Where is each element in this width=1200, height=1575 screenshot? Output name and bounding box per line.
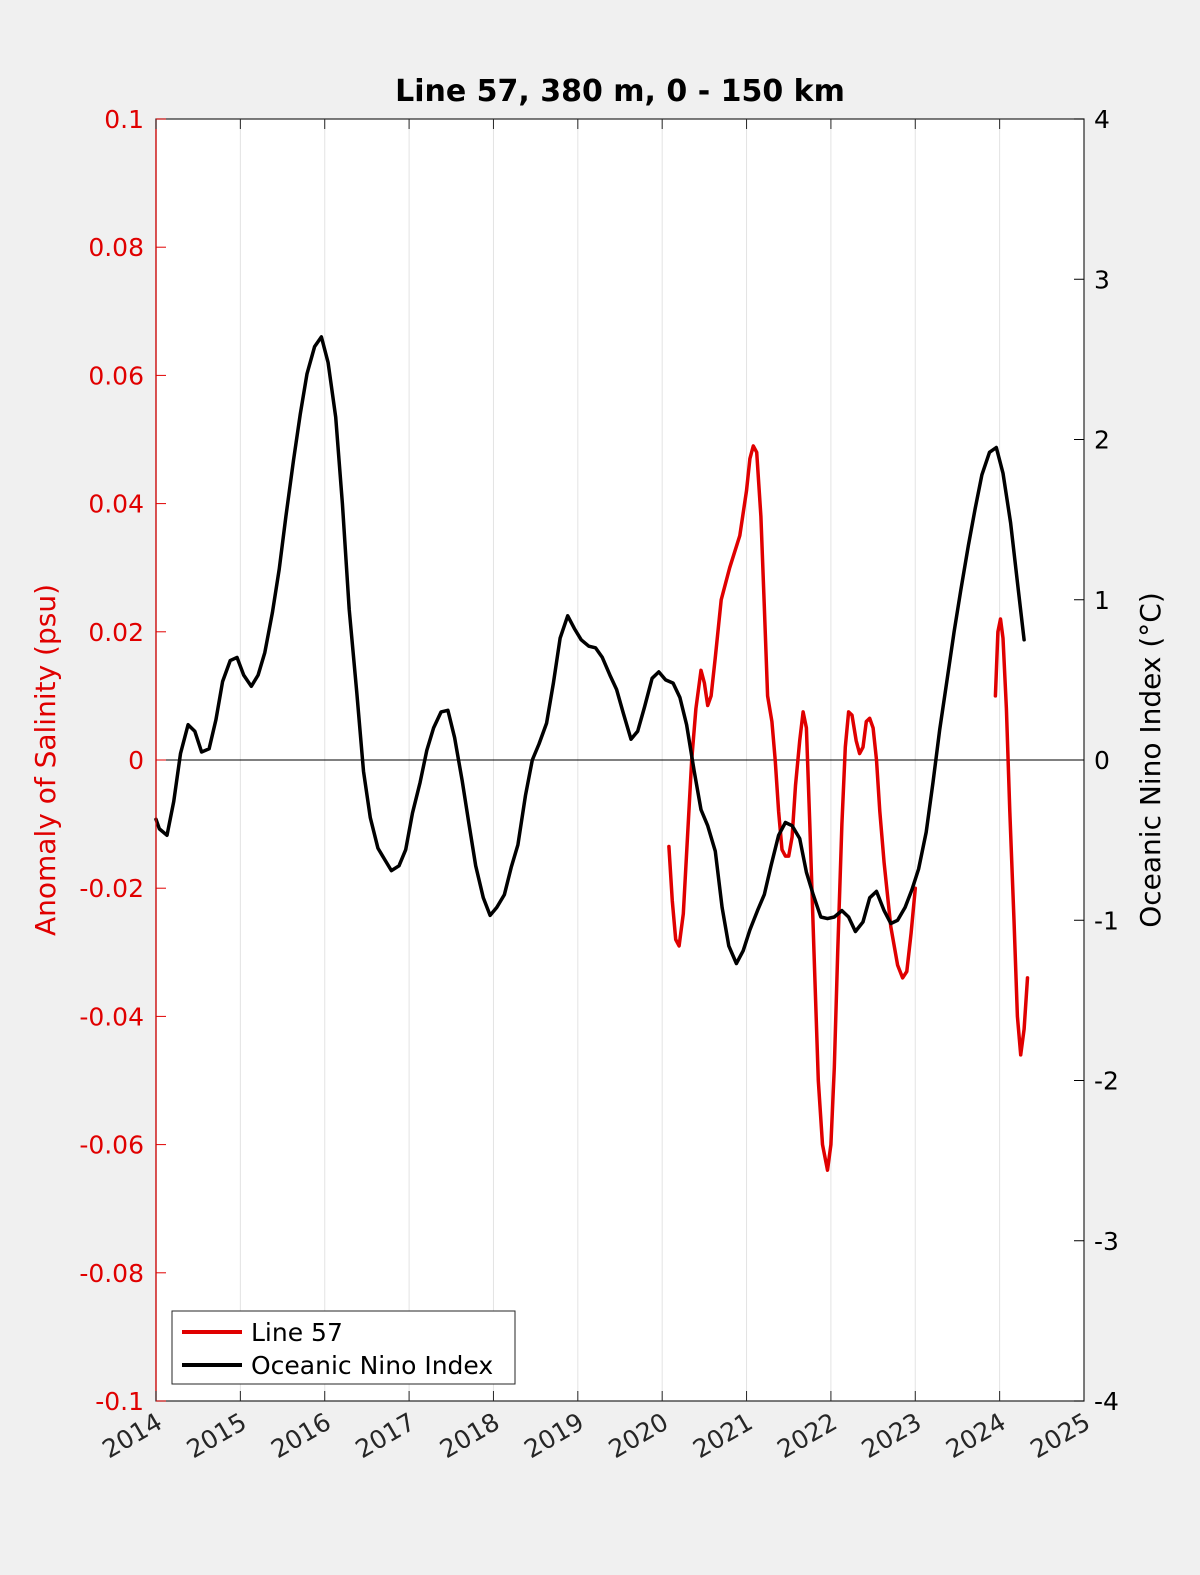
legend: Line 57 Oceanic Nino Index bbox=[171, 1310, 516, 1385]
y-left-ticks: 0.1 0.08 0.06 0.04 0.02 0 -0.02 -0.04 -0.06 -0.08… bbox=[79, 105, 166, 1416]
y-left-tick-label: 0.1 bbox=[104, 105, 144, 134]
y-right-tick-label: 0 bbox=[1094, 746, 1110, 775]
y-right-tick-label: -3 bbox=[1094, 1227, 1119, 1256]
legend-box bbox=[171, 1310, 516, 1385]
y-left-tick-label: -0.04 bbox=[79, 1002, 144, 1031]
series-line-57 bbox=[993, 617, 1030, 1057]
y-right-tick-label: 4 bbox=[1094, 105, 1110, 134]
y-left-tick-label: -0.1 bbox=[95, 1387, 144, 1416]
y-right-tick-label: 1 bbox=[1094, 586, 1110, 615]
y-right-tick-label: 3 bbox=[1094, 265, 1110, 294]
legend-label-oni: Oceanic Nino Index bbox=[251, 1351, 493, 1380]
y-left-tick-label: -0.08 bbox=[79, 1259, 144, 1288]
series-oceanic-nino-index bbox=[154, 335, 1026, 966]
y-axis-left-label: Anomaly of Salinity (psu) bbox=[29, 584, 62, 936]
legend-label-line-57: Line 57 bbox=[251, 1318, 343, 1347]
y-left-tick-label: 0 bbox=[128, 746, 144, 775]
y-right-tick-label: 2 bbox=[1094, 426, 1110, 455]
y-left-tick-label: 0.06 bbox=[88, 361, 144, 390]
y-right-tick-label: -2 bbox=[1094, 1067, 1119, 1096]
y-left-tick-label: 0.02 bbox=[88, 618, 144, 647]
y-left-tick-label: 0.04 bbox=[88, 490, 144, 519]
series-layer bbox=[154, 335, 1030, 1172]
series-line-57 bbox=[667, 444, 918, 1172]
y-axis-right-label: Oceanic Nino Index (°C) bbox=[1134, 592, 1167, 928]
y-right-tick-label: -4 bbox=[1094, 1387, 1119, 1416]
y-left-tick-label: -0.06 bbox=[79, 1131, 144, 1160]
y-right-tick-label: -1 bbox=[1094, 906, 1119, 935]
chart-title: Line 57, 380 m, 0 - 150 km bbox=[395, 74, 845, 109]
y-left-tick-label: 0.08 bbox=[88, 233, 144, 262]
y-left-tick-label: -0.02 bbox=[79, 874, 144, 903]
y-right-ticks: 4 3 2 1 0 -1 -2 -3 -4 bbox=[1074, 105, 1119, 1416]
